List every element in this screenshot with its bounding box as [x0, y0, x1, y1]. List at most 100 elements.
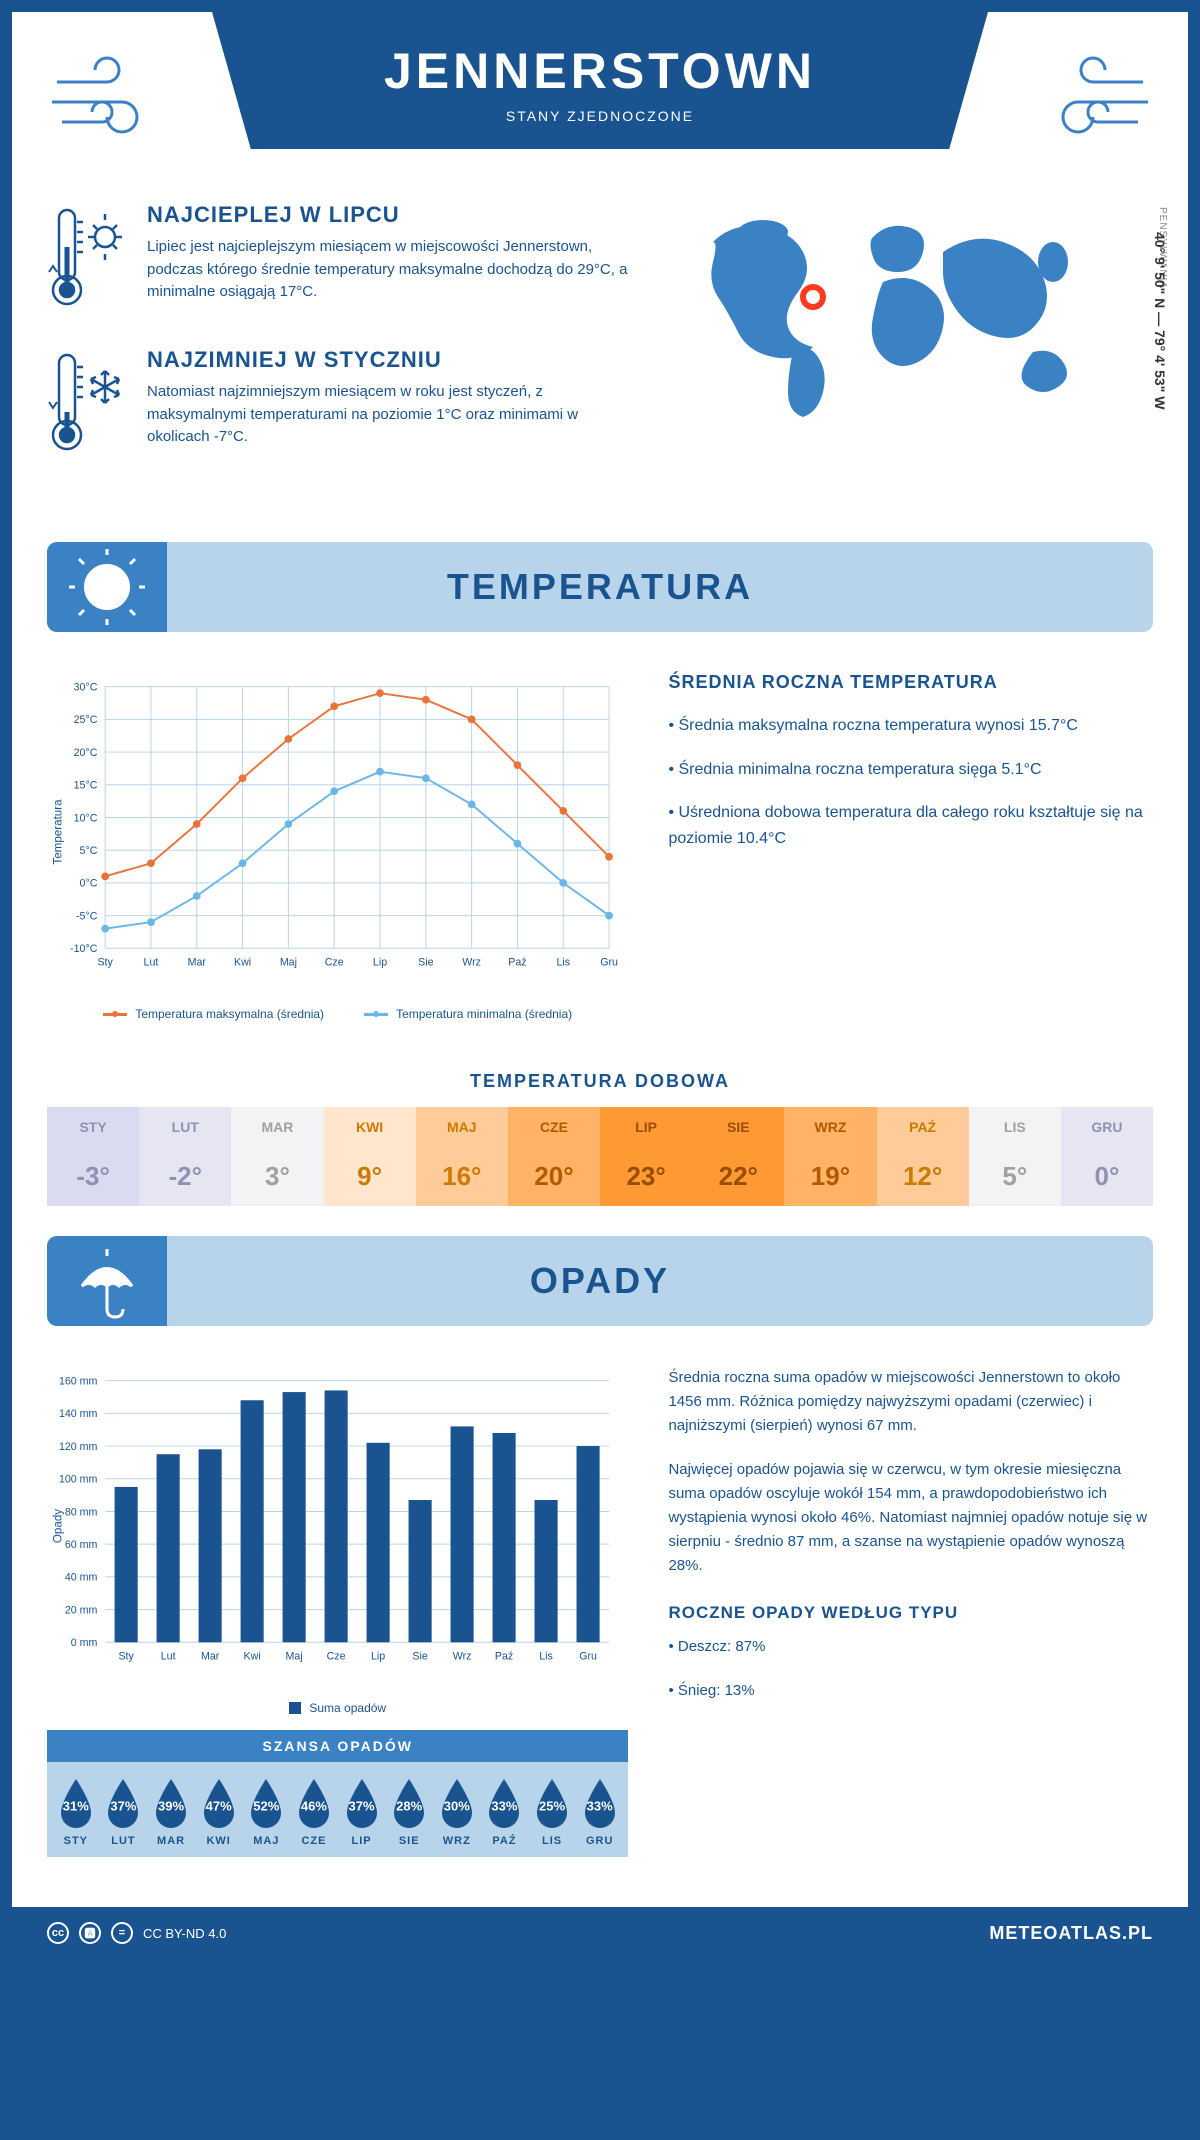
svg-text:10°C: 10°C [74, 812, 98, 824]
chance-cell: 39% MAR [147, 1777, 195, 1847]
chance-title: SZANSA OPADÓW [47, 1730, 628, 1762]
coldest-text: Natomiast najzimniejszym miesiącem w rok… [147, 381, 643, 449]
daily-cell: LIS 5° [969, 1107, 1061, 1206]
thermometer-hot-icon [47, 202, 127, 317]
svg-text:Kwi: Kwi [244, 1651, 261, 1663]
daily-temp-table: STY -3° LUT -2° MAR 3° KWI 9° MAJ 16° CZ… [47, 1107, 1153, 1206]
svg-text:0°C: 0°C [80, 878, 98, 890]
chance-cell: 47% KWI [195, 1777, 243, 1847]
chance-cell: 33% GRU [576, 1777, 624, 1847]
precip-chart: 0 mm20 mm40 mm60 mm80 mm100 mm120 mm140 … [47, 1366, 628, 1857]
svg-text:20°C: 20°C [74, 747, 98, 759]
world-map [673, 202, 1113, 422]
footer: cc 🅰 = CC BY-ND 4.0 METEOATLAS.PL [12, 1907, 1188, 1959]
svg-text:Paź: Paź [508, 957, 526, 969]
svg-text:160 mm: 160 mm [59, 1376, 98, 1388]
svg-text:Lut: Lut [144, 957, 159, 969]
daily-cell: LUT -2° [139, 1107, 231, 1206]
daily-cell: SIE 22° [692, 1107, 784, 1206]
svg-text:-10°C: -10°C [70, 943, 98, 955]
svg-text:Lip: Lip [373, 957, 387, 969]
city-title: JENNERSTOWN [212, 42, 988, 100]
drop-icon: 31% [55, 1777, 97, 1829]
chance-cell: 52% MAJ [243, 1777, 291, 1847]
svg-text:-5°C: -5°C [76, 910, 98, 922]
svg-text:5°C: 5°C [80, 845, 98, 857]
warmest-text: Lipiec jest najcieplejszym miesiącem w m… [147, 236, 643, 304]
svg-text:Paź: Paź [495, 1651, 513, 1663]
drop-icon: 30% [436, 1777, 478, 1829]
cc-icon: cc [47, 1922, 69, 1944]
drop-icon: 37% [341, 1777, 383, 1829]
drop-icon: 33% [483, 1777, 525, 1829]
daily-cell: PAŹ 12° [877, 1107, 969, 1206]
precip-section-header: OPADY [47, 1236, 1153, 1326]
svg-text:Wrz: Wrz [462, 957, 481, 969]
drop-icon: 46% [293, 1777, 335, 1829]
daily-cell: GRU 0° [1061, 1107, 1153, 1206]
drop-icon: 37% [102, 1777, 144, 1829]
svg-text:Sie: Sie [418, 957, 433, 969]
svg-text:Lis: Lis [556, 957, 570, 969]
drop-icon: 52% [245, 1777, 287, 1829]
svg-text:0 mm: 0 mm [71, 1637, 98, 1649]
svg-text:Sty: Sty [97, 957, 113, 969]
temperature-title: TEMPERATURA [167, 566, 1153, 608]
chance-cell: 37% LUT [100, 1777, 148, 1847]
wind-icon [1033, 52, 1153, 147]
svg-text:Lip: Lip [371, 1651, 385, 1663]
precip-title: OPADY [167, 1260, 1153, 1302]
header: JENNERSTOWN STANY ZJEDNOCZONE [12, 12, 1188, 182]
license-text: CC BY-ND 4.0 [143, 1926, 226, 1941]
wind-icon [47, 52, 167, 147]
daily-temp-title: TEMPERATURA DOBOWA [12, 1071, 1188, 1092]
legend-max: Temperatura maksymalna (średnia) [103, 1007, 324, 1021]
svg-text:Mar: Mar [188, 957, 207, 969]
warmest-block: NAJCIEPLEJ W LIPCU Lipiec jest najcieple… [47, 202, 643, 317]
chance-cell: 28% SIE [385, 1777, 433, 1847]
precip-summary: Średnia roczna suma opadów w miejscowośc… [668, 1366, 1153, 1857]
chance-cell: 37% LIP [338, 1777, 386, 1847]
country-subtitle: STANY ZJEDNOCZONE [212, 108, 988, 124]
svg-text:Cze: Cze [325, 957, 344, 969]
drop-icon: 39% [150, 1777, 192, 1829]
svg-text:Wrz: Wrz [453, 1651, 472, 1663]
svg-text:Mar: Mar [201, 1651, 220, 1663]
legend-precip: Suma opadów [289, 1701, 386, 1715]
legend-min: Temperatura minimalna (średnia) [364, 1007, 572, 1021]
daily-cell: WRZ 19° [784, 1107, 876, 1206]
svg-text:40 mm: 40 mm [65, 1572, 98, 1584]
svg-text:Lut: Lut [161, 1651, 176, 1663]
chance-row: 31% STY 37% LUT 39% MAR 47% KWI [47, 1762, 628, 1857]
svg-text:140 mm: 140 mm [59, 1408, 98, 1420]
svg-text:Maj: Maj [280, 957, 297, 969]
by-icon: 🅰 [79, 1922, 101, 1944]
daily-cell: CZE 20° [508, 1107, 600, 1206]
intro-section: NAJCIEPLEJ W LIPCU Lipiec jest najcieple… [12, 182, 1188, 522]
daily-cell: KWI 9° [324, 1107, 416, 1206]
svg-text:20 mm: 20 mm [65, 1604, 98, 1616]
daily-cell: LIP 23° [600, 1107, 692, 1206]
umbrella-icon [47, 1236, 167, 1326]
drop-icon: 33% [579, 1777, 621, 1829]
svg-text:80 mm: 80 mm [65, 1506, 98, 1518]
svg-text:Kwi: Kwi [234, 957, 251, 969]
svg-text:30°C: 30°C [74, 682, 98, 694]
svg-text:15°C: 15°C [74, 780, 98, 792]
temperature-summary: ŚREDNIA ROCZNA TEMPERATURA • Średnia mak… [668, 672, 1153, 1021]
coordinates: 40° 9' 50" N — 79° 4' 53" W [1152, 232, 1168, 409]
svg-text:Lis: Lis [539, 1651, 553, 1663]
chance-cell: 25% LIS [528, 1777, 576, 1847]
temperature-chart: -10°C -5°C 0°C 5°C 10°C 15°C 20°C 25°C 30°C Sty Lu… [47, 672, 628, 1021]
svg-text:Gru: Gru [579, 1651, 597, 1663]
thermometer-cold-icon [47, 347, 127, 462]
drop-icon: 47% [198, 1777, 240, 1829]
nd-icon: = [111, 1922, 133, 1944]
site-name: METEOATLAS.PL [989, 1923, 1153, 1944]
svg-text:25°C: 25°C [74, 714, 98, 726]
svg-text:Gru: Gru [600, 957, 618, 969]
chance-cell: 46% CZE [290, 1777, 338, 1847]
daily-cell: MAR 3° [231, 1107, 323, 1206]
sun-icon [47, 542, 167, 632]
location-marker [803, 287, 823, 307]
